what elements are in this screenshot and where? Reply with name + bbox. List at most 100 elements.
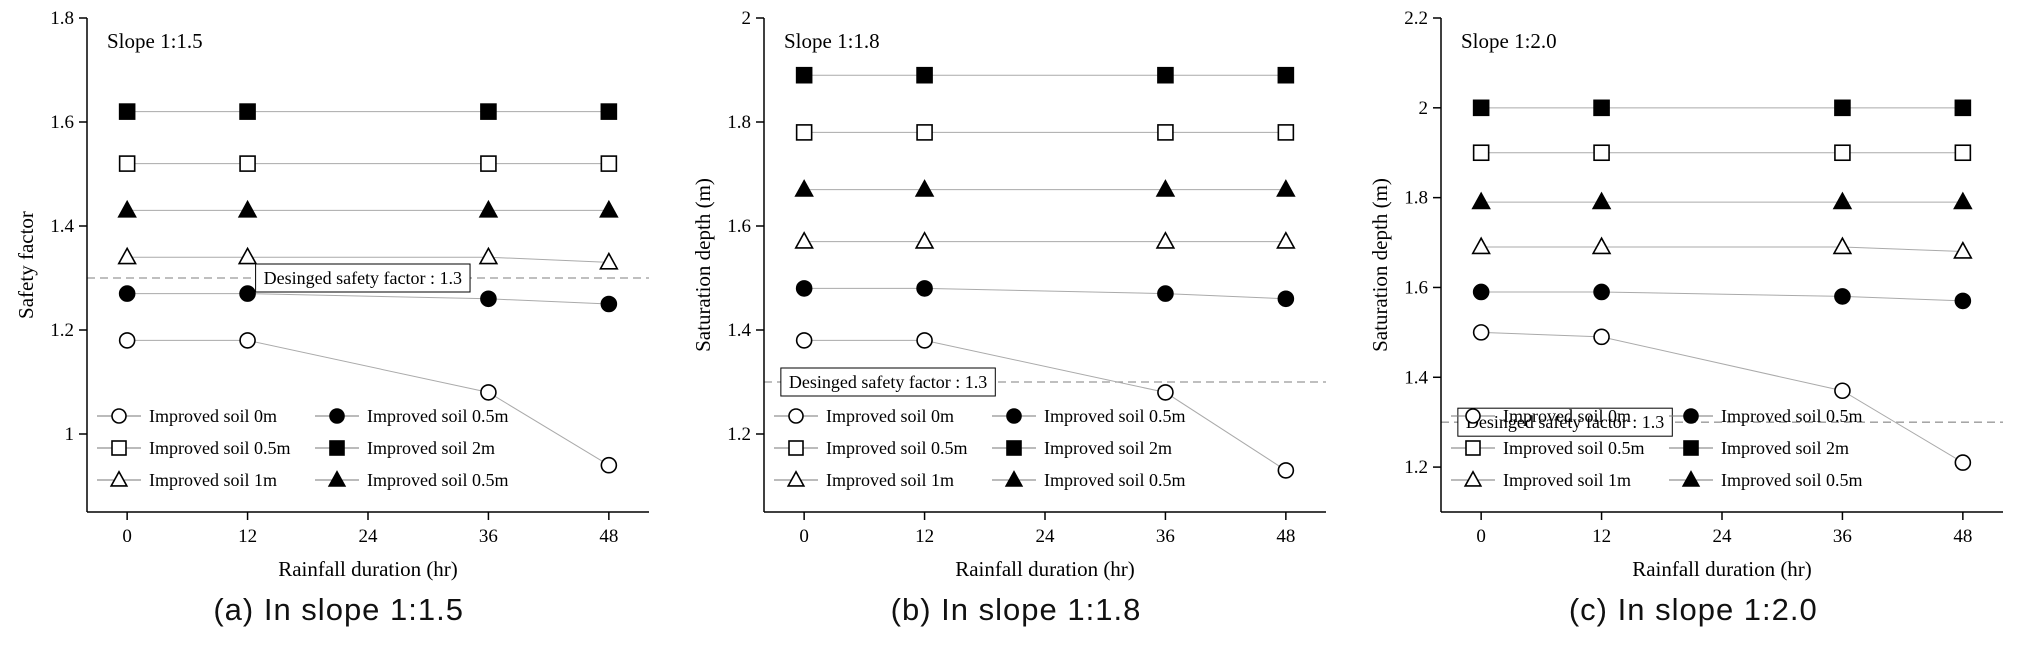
chart-b: 0 12 24 36 48 1.2 1.4 1.6 1.8 2 Rainfall duration …	[685, 4, 1346, 588]
legend-label: Improved soil 0.5m	[149, 438, 291, 458]
legend-label: Improved soil 0.5m	[367, 406, 509, 426]
x-tick-label: 24	[1035, 526, 1055, 547]
x-tick-label: 12	[238, 526, 257, 547]
chart-c-caption: (c) In slope 1:2.0	[1568, 592, 1818, 627]
legend-label: Improved soil 0.5m	[367, 470, 509, 490]
series-circle-open	[118, 332, 617, 474]
x-axis-title: Rainfall duration (hr)	[278, 557, 458, 581]
legend-label: Improved soil 0.5m	[1721, 406, 1863, 426]
legend-item-circle-filled: Improved soil 0.5m	[314, 406, 509, 426]
x-tick-label: 48	[1954, 526, 1973, 547]
legend-item-square-open: Improved soil 0.5m	[773, 438, 968, 458]
design-annotation-text: Desinged safety factor : 1.3	[263, 268, 461, 288]
y-tick-label: 1.4	[727, 320, 751, 341]
y-axis-title: Safety factor	[14, 211, 38, 319]
y-tick-label: 1.6	[50, 112, 74, 133]
axes: 0 12 24 36 48 1.2 1.4 1.6 1.8 2 Rainfall duration …	[691, 8, 1326, 581]
x-tick-label: 0	[1477, 526, 1487, 547]
x-tick-label: 48	[599, 526, 618, 547]
y-tick-label: 1.2	[50, 320, 74, 341]
series-circle-filled	[1473, 283, 1972, 310]
legend-label: Improved soil 1m	[149, 470, 277, 490]
chart-c-wrap: 0 12 24 36 48 1.2 1.4 1.6 1.8 2 2.2 Rainfall durati…	[1355, 4, 2032, 628]
y-tick-label: 1.2	[1405, 457, 1429, 478]
x-tick-label: 36	[1833, 526, 1852, 547]
y-tick-label: 1	[64, 424, 74, 445]
axes: 0 12 24 36 48 1 1.2 1.4 1.6 1.8 Rainfall duration …	[14, 8, 649, 581]
design-annotation: Desinged safety factor : 1.3	[1457, 407, 1674, 437]
legend-item-triangle-filled: Improved soil 0.5m	[1669, 470, 1863, 490]
series-circle-filled	[118, 285, 617, 313]
legend: Improved soil 0m Improved soil 0.5m Improv…	[773, 406, 1186, 490]
legend-label: Improved soil 0m	[1503, 406, 1631, 426]
legend-label: Improved soil 0.5m	[826, 438, 968, 458]
legend-label: Improved soil 0.5m	[1044, 470, 1186, 490]
design-annotation-box	[1457, 407, 1674, 437]
series-circle-open	[1473, 324, 1972, 471]
y-tick-label: 2.2	[1405, 8, 1429, 29]
legend-label: Improved soil 1m	[826, 470, 954, 490]
series-square-filled	[118, 103, 617, 120]
axes: 0 12 24 36 48 1.2 1.4 1.6 1.8 2 2.2 Rainfall durati…	[1368, 8, 2004, 581]
y-axis-title: Saturation depth (m)	[1368, 178, 1392, 352]
x-tick-label: 12	[915, 526, 934, 547]
slope-label: Slope 1:1.8	[784, 29, 880, 53]
legend-label: Improved soil 2m	[1721, 438, 1849, 458]
legend-item-circle-open: Improved soil 0m	[773, 406, 954, 426]
design-annotation-text: Desinged safety factor : 1.3	[789, 372, 987, 392]
x-tick-label: 12	[1592, 526, 1611, 547]
series-circle-filled	[795, 280, 1295, 308]
series-triangle-filled	[794, 179, 1296, 197]
y-tick-label: 1.8	[1405, 188, 1429, 209]
legend-label: Improved soil 0.5m	[1503, 438, 1645, 458]
x-tick-label: 36	[479, 526, 498, 547]
legend-item-square-open: Improved soil 0.5m	[1451, 438, 1645, 458]
legend-label: Improved soil 0m	[149, 406, 277, 426]
legend: Improved soil 0m Improved soil 0.5m Improv…	[96, 406, 509, 490]
x-tick-label: 24	[358, 526, 378, 547]
x-axis-title: Rainfall duration (hr)	[955, 557, 1135, 581]
legend-label: Improved soil 0.5m	[1721, 470, 1863, 490]
legend-label: Improved soil 2m	[367, 438, 495, 458]
legend-item-square-open: Improved soil 0.5m	[96, 438, 291, 458]
y-tick-label: 1.4	[1405, 367, 1429, 388]
series-circle-open	[795, 332, 1295, 479]
y-tick-label: 2	[741, 8, 751, 29]
series-triangle-open	[794, 231, 1296, 249]
design-annotation-box	[254, 263, 471, 293]
legend-item-triangle-open: Improved soil 1m	[1451, 470, 1631, 490]
y-tick-label: 2	[1419, 98, 1429, 119]
chart-b-wrap: 0 12 24 36 48 1.2 1.4 1.6 1.8 2 Rainfall duration …	[677, 4, 1354, 628]
design-annotation-text: Desinged safety factor : 1.3	[1466, 412, 1664, 432]
legend-item-triangle-filled: Improved soil 0.5m	[314, 470, 509, 490]
legend-item-circle-filled: Improved soil 0.5m	[991, 406, 1186, 426]
chart-a-caption: (a) In slope 1:1.5	[213, 592, 464, 627]
chart-c: 0 12 24 36 48 1.2 1.4 1.6 1.8 2 2.2 Rainfall durati…	[1363, 4, 2024, 588]
x-tick-label: 0	[799, 526, 809, 547]
chart-b-caption: (b) In slope 1:1.8	[890, 592, 1142, 627]
legend-label: Improved soil 2m	[1044, 438, 1172, 458]
series-square-open	[118, 155, 617, 172]
chart-a-wrap: 0 12 24 36 48 1 1.2 1.4 1.6 1.8 Rainfall duration …	[0, 4, 677, 628]
series-square-open	[1473, 144, 1972, 162]
y-tick-label: 1.8	[50, 8, 74, 29]
legend-item-triangle-open: Improved soil 1m	[773, 470, 954, 490]
x-tick-label: 36	[1156, 526, 1175, 547]
slope-safety-figure: 0 12 24 36 48 1 1.2 1.4 1.6 1.8 Rainfall duration …	[0, 4, 2032, 628]
series-triangle-filled	[1471, 191, 1973, 210]
design-annotation: Desinged safety factor : 1.3	[254, 263, 471, 293]
y-tick-label: 1.8	[727, 112, 751, 133]
legend-item-square-filled: Improved soil 2m	[991, 438, 1172, 458]
legend-label: Improved soil 0.5m	[1044, 406, 1186, 426]
chart-a: 0 12 24 36 48 1 1.2 1.4 1.6 1.8 Rainfall duration …	[8, 4, 669, 588]
series-square-open	[795, 124, 1295, 141]
slope-label: Slope 1:2.0	[1461, 29, 1557, 53]
series-triangle-filled	[117, 199, 619, 218]
y-tick-label: 1.2	[727, 424, 751, 445]
slope-label: Slope 1:1.5	[107, 29, 203, 53]
design-annotation: Desinged safety factor : 1.3	[780, 367, 996, 397]
series-triangle-open	[117, 246, 619, 270]
x-tick-label: 0	[122, 526, 131, 547]
legend-item-circle-open: Improved soil 0m	[1451, 406, 1631, 426]
legend-label: Improved soil 0m	[826, 406, 954, 426]
